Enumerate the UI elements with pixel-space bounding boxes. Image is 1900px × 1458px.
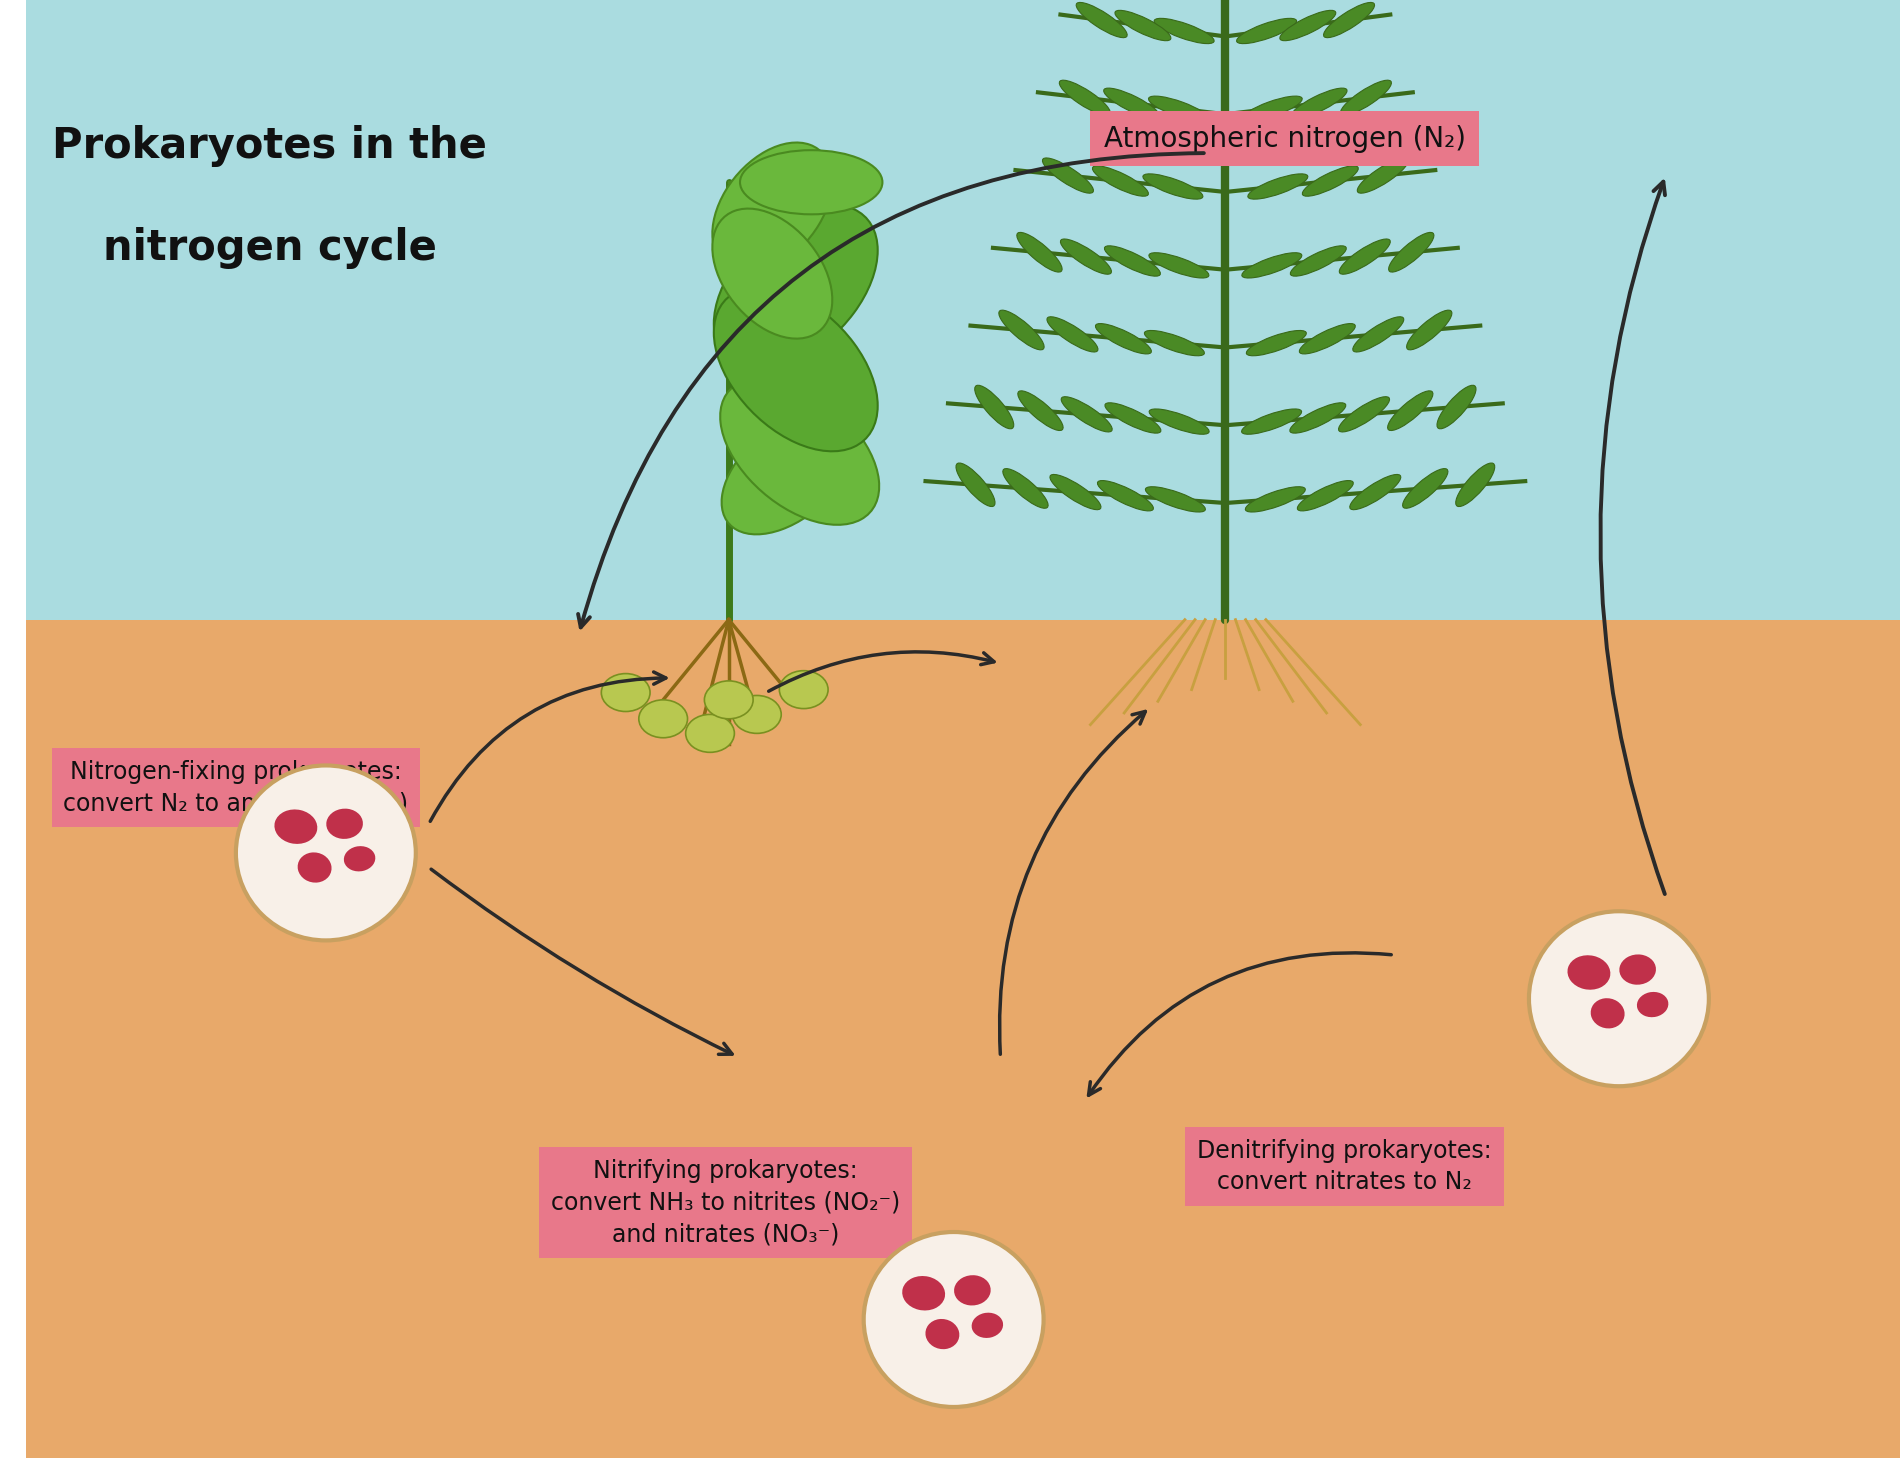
Ellipse shape <box>1619 955 1657 984</box>
Ellipse shape <box>1106 402 1161 433</box>
Text: Denitrifying prokaryotes:
convert nitrates to N₂: Denitrifying prokaryotes: convert nitrat… <box>1197 1139 1492 1194</box>
Ellipse shape <box>1338 397 1389 432</box>
Ellipse shape <box>971 1312 1003 1338</box>
Ellipse shape <box>712 143 832 273</box>
Ellipse shape <box>1243 252 1302 278</box>
Ellipse shape <box>1402 468 1448 509</box>
Ellipse shape <box>902 1276 944 1311</box>
Ellipse shape <box>1148 96 1208 121</box>
Ellipse shape <box>298 853 332 882</box>
Ellipse shape <box>975 385 1015 429</box>
Ellipse shape <box>1096 324 1151 354</box>
Text: Nitrogen-fixing prokaryotes:
convert N₂ to ammonia (NH₃): Nitrogen-fixing prokaryotes: convert N₂ … <box>63 760 408 815</box>
Ellipse shape <box>1292 87 1347 118</box>
Ellipse shape <box>1241 408 1302 434</box>
Ellipse shape <box>1638 991 1668 1018</box>
Ellipse shape <box>1290 246 1347 276</box>
Ellipse shape <box>1243 96 1302 121</box>
Ellipse shape <box>1406 311 1452 350</box>
Ellipse shape <box>714 287 878 452</box>
Ellipse shape <box>1051 474 1100 510</box>
Ellipse shape <box>344 846 376 872</box>
Ellipse shape <box>1018 391 1064 430</box>
Ellipse shape <box>1290 402 1345 433</box>
Ellipse shape <box>712 208 832 338</box>
Circle shape <box>686 714 735 752</box>
Ellipse shape <box>1144 174 1203 200</box>
Ellipse shape <box>1237 19 1296 44</box>
Ellipse shape <box>1150 408 1208 434</box>
Ellipse shape <box>1098 481 1153 510</box>
Ellipse shape <box>1043 157 1094 194</box>
Circle shape <box>600 674 650 712</box>
Ellipse shape <box>1153 19 1214 44</box>
Ellipse shape <box>274 809 317 844</box>
Ellipse shape <box>327 809 363 838</box>
Ellipse shape <box>1104 87 1159 118</box>
Ellipse shape <box>1389 232 1434 273</box>
Ellipse shape <box>739 150 882 214</box>
Ellipse shape <box>1092 166 1148 197</box>
Ellipse shape <box>1387 391 1433 430</box>
Ellipse shape <box>1104 246 1161 276</box>
Ellipse shape <box>1062 397 1112 432</box>
Ellipse shape <box>1075 3 1127 38</box>
Ellipse shape <box>1530 911 1708 1086</box>
Ellipse shape <box>1060 80 1110 115</box>
Ellipse shape <box>1300 324 1355 354</box>
Text: nitrogen cycle: nitrogen cycle <box>103 227 437 268</box>
Text: Atmospheric nitrogen (N₂): Atmospheric nitrogen (N₂) <box>1104 124 1465 153</box>
Ellipse shape <box>1017 232 1062 273</box>
Ellipse shape <box>1281 10 1336 41</box>
FancyBboxPatch shape <box>27 0 1900 620</box>
Ellipse shape <box>720 378 880 525</box>
Circle shape <box>733 695 781 733</box>
Ellipse shape <box>864 1232 1043 1407</box>
Ellipse shape <box>1436 385 1476 429</box>
Ellipse shape <box>714 204 878 369</box>
Ellipse shape <box>722 413 855 535</box>
Ellipse shape <box>236 765 416 940</box>
Ellipse shape <box>1146 487 1205 512</box>
Ellipse shape <box>1349 474 1400 510</box>
Ellipse shape <box>1340 239 1391 274</box>
Ellipse shape <box>1244 487 1305 512</box>
Ellipse shape <box>1003 468 1049 509</box>
Text: Nitrifying prokaryotes:
convert NH₃ to nitrites (NO₂⁻)
and nitrates (NO₃⁻): Nitrifying prokaryotes: convert NH₃ to n… <box>551 1159 901 1247</box>
Ellipse shape <box>1568 955 1611 990</box>
Ellipse shape <box>1340 80 1391 115</box>
Circle shape <box>779 671 828 709</box>
Ellipse shape <box>1298 481 1353 510</box>
Ellipse shape <box>925 1319 960 1349</box>
Ellipse shape <box>956 464 996 506</box>
Ellipse shape <box>1357 157 1408 194</box>
Circle shape <box>705 681 752 719</box>
Ellipse shape <box>1115 10 1170 41</box>
Ellipse shape <box>1060 239 1111 274</box>
Ellipse shape <box>999 311 1045 350</box>
Ellipse shape <box>1590 999 1624 1028</box>
Ellipse shape <box>1455 464 1495 506</box>
Circle shape <box>638 700 688 738</box>
Ellipse shape <box>954 1276 990 1305</box>
Text: Prokaryotes in the: Prokaryotes in the <box>51 125 486 166</box>
Ellipse shape <box>1150 252 1208 278</box>
FancyBboxPatch shape <box>27 620 1900 1458</box>
Ellipse shape <box>1047 316 1098 351</box>
Ellipse shape <box>1302 166 1358 197</box>
Ellipse shape <box>1248 174 1307 200</box>
Ellipse shape <box>1144 331 1205 356</box>
Ellipse shape <box>1353 316 1404 351</box>
Ellipse shape <box>1324 3 1374 38</box>
Ellipse shape <box>1246 331 1307 356</box>
